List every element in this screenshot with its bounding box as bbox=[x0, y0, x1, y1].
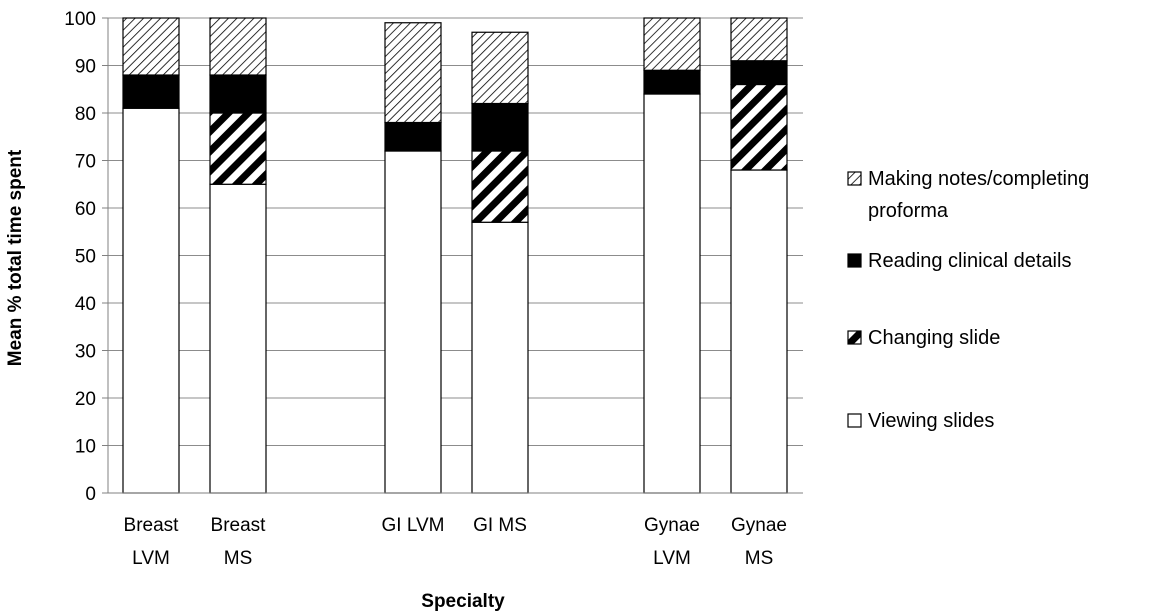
y-tick-label: 20 bbox=[75, 389, 96, 410]
making-notes-segment bbox=[643, 17, 701, 71]
viewing-slides-segment bbox=[384, 150, 442, 494]
legend-swatch bbox=[847, 330, 862, 345]
x-tick-label: MS bbox=[224, 548, 253, 569]
y-tick-label: 60 bbox=[75, 199, 96, 220]
reading-clinical-details-segment bbox=[730, 60, 788, 86]
reading-clinical-details-segment bbox=[209, 74, 267, 114]
viewing-slides-segment bbox=[209, 183, 267, 494]
x-tick-label: Gynae bbox=[731, 515, 787, 536]
reading-clinical-details-segment bbox=[384, 121, 442, 152]
y-tick-label: 40 bbox=[75, 294, 96, 315]
changing-slide-segment bbox=[471, 150, 529, 223]
x-tick-label: Breast bbox=[124, 515, 180, 536]
viewing-slides-segment bbox=[122, 107, 180, 494]
changing-slide-segment bbox=[209, 112, 267, 185]
y-tick-label: 90 bbox=[75, 57, 96, 78]
changing-slide-segment bbox=[730, 83, 788, 171]
x-tick-label: LVM bbox=[653, 548, 691, 569]
axes bbox=[102, 17, 803, 494]
reading-clinical-details-segment bbox=[471, 102, 529, 152]
viewing-slides-segment bbox=[730, 169, 788, 494]
x-tick-label: Gynae bbox=[644, 515, 700, 536]
x-tick-label: LVM bbox=[132, 548, 170, 569]
y-axis-title: Mean % total time spent bbox=[5, 149, 26, 366]
legend: Making notes/completing proforma Reading c… bbox=[847, 168, 1089, 432]
y-tick-label: 50 bbox=[75, 247, 96, 268]
legend-label: Reading clinical details bbox=[868, 250, 1071, 272]
legend-label: Changing slide bbox=[868, 327, 1000, 349]
y-tick-label: 0 bbox=[85, 484, 96, 505]
legend-label: proforma bbox=[868, 200, 949, 222]
making-notes-segment bbox=[730, 17, 788, 62]
viewing-slides-segment bbox=[471, 221, 529, 494]
tick-labels: 0 10 20 30 40 50 60 70 80 90 100 Breast LVM Breast MS G… bbox=[64, 9, 787, 569]
x-tick-label: GI LVM bbox=[382, 515, 445, 536]
legend-label: Making notes/completing bbox=[868, 168, 1089, 190]
making-notes-segment bbox=[384, 22, 442, 124]
y-tick-label: 30 bbox=[75, 342, 96, 363]
reading-clinical-details-segment bbox=[122, 74, 180, 109]
x-axis-title: Specialty bbox=[421, 591, 505, 612]
legend-swatch bbox=[847, 253, 862, 268]
bars bbox=[122, 17, 788, 494]
making-notes-segment bbox=[122, 17, 180, 76]
viewing-slides-segment bbox=[643, 93, 701, 494]
legend-swatch bbox=[847, 413, 862, 428]
legend-label: Viewing slides bbox=[868, 410, 994, 432]
x-tick-label: Breast bbox=[211, 515, 267, 536]
making-notes-segment bbox=[209, 17, 267, 76]
x-tick-label: GI MS bbox=[473, 515, 527, 536]
x-tick-label: MS bbox=[745, 548, 774, 569]
y-tick-label: 80 bbox=[75, 104, 96, 125]
reading-clinical-details-segment bbox=[643, 69, 701, 95]
making-notes-segment bbox=[471, 31, 529, 105]
y-tick-label: 100 bbox=[64, 9, 96, 30]
legend-swatch bbox=[847, 171, 862, 186]
y-tick-label: 70 bbox=[75, 152, 96, 173]
y-tick-label: 10 bbox=[75, 437, 96, 458]
